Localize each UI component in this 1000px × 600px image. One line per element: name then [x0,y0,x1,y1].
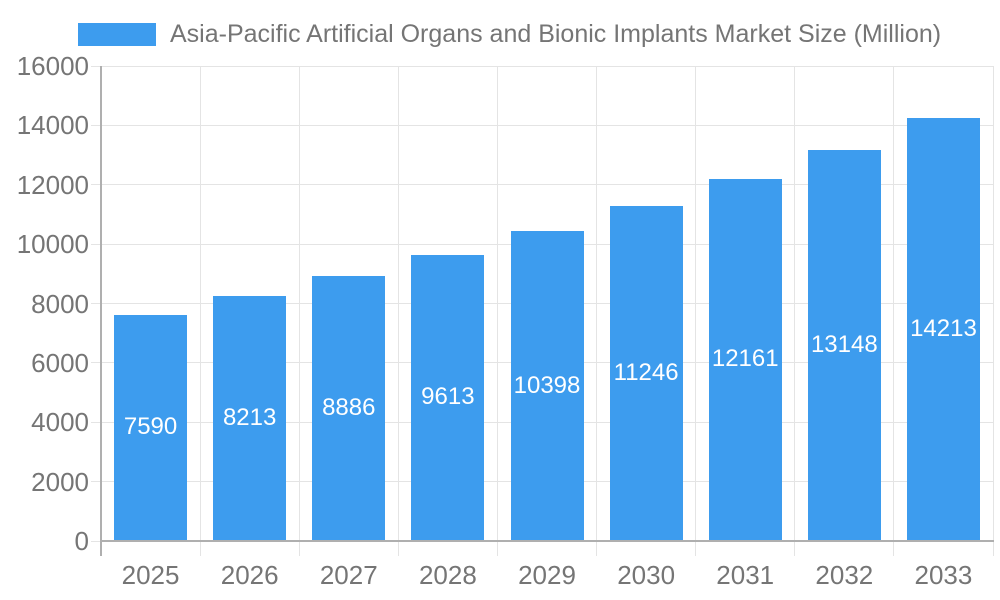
x-tick-label: 2032 [815,560,874,590]
y-tick-label: 8000 [31,288,89,319]
x-axis-tick [199,541,201,556]
y-axis-tick [91,421,101,423]
y-tick-label: 2000 [31,466,89,497]
x-axis-tick [298,541,300,556]
x-tick-label: 2026 [220,560,279,590]
x-tick-label: 2030 [617,560,676,590]
bar-value-label: 7590 [123,413,178,441]
y-axis-tick [91,65,101,67]
y-tick-label: 4000 [31,407,89,438]
x-axis-tick [992,541,994,556]
y-tick-label: 0 [74,526,89,556]
x-gridline [893,66,895,541]
bar-value-label: 14213 [910,315,977,343]
y-gridline [101,65,993,67]
bar: 8886 [312,276,386,540]
x-gridline [199,66,201,541]
y-axis-tick [91,540,101,542]
bar-value-label: 11246 [613,359,679,387]
bar-value-label: 13148 [810,330,878,358]
x-tick-label: 2028 [418,560,477,590]
x-axis-tick [695,541,697,556]
legend: Asia-Pacific Artificial Organs and Bioni… [78,20,941,49]
x-gridline [397,66,399,541]
bar: 9613 [411,254,485,540]
y-tick-label: 12000 [16,169,89,200]
bar-value-label: 9613 [421,383,475,411]
x-axis-tick [596,541,598,556]
bar-value-label: 12161 [711,345,779,373]
y-axis-tick [91,184,101,186]
x-tick-label: 2033 [914,560,973,590]
y-axis-tick [91,124,101,126]
y-axis-tick [91,303,101,304]
x-axis-tick [893,541,895,556]
bar-value-label: 8886 [322,394,376,422]
bar: 10398 [510,231,584,540]
bar: 7590 [114,314,188,540]
bar: 8213 [213,296,287,540]
x-gridline [794,66,796,541]
bar-value-label: 10398 [513,371,581,399]
y-tick-label: 10000 [16,229,89,260]
y-tick-label: 16000 [16,51,89,81]
x-axis-line [100,540,994,542]
bar: 13148 [807,149,881,540]
bar: 11246 [609,206,683,540]
x-gridline [298,66,300,541]
y-axis-tick [91,481,101,483]
y-axis-line [100,66,102,556]
y-gridline [101,184,993,186]
x-gridline [695,66,697,541]
x-axis-tick [496,541,498,556]
legend-label: Asia-Pacific Artificial Organs and Bioni… [170,20,942,48]
bar: 12161 [708,178,782,540]
y-tick-label: 14000 [16,110,89,141]
x-gridline [596,66,598,541]
x-gridline [992,66,994,541]
x-tick-label: 2025 [121,560,180,590]
x-axis-tick [794,541,796,556]
x-tick-label: 2027 [319,560,378,590]
bar-value-label: 8213 [222,404,277,432]
x-tick-label: 2029 [518,560,576,590]
bar: 14213 [906,118,980,540]
y-axis-tick [91,243,101,245]
legend-swatch [78,23,156,46]
x-axis-tick [397,541,399,556]
y-gridline [101,124,993,126]
x-gridline [496,66,498,541]
y-axis-tick [91,362,101,364]
y-tick-label: 6000 [31,347,89,378]
x-tick-label: 2031 [716,560,775,590]
